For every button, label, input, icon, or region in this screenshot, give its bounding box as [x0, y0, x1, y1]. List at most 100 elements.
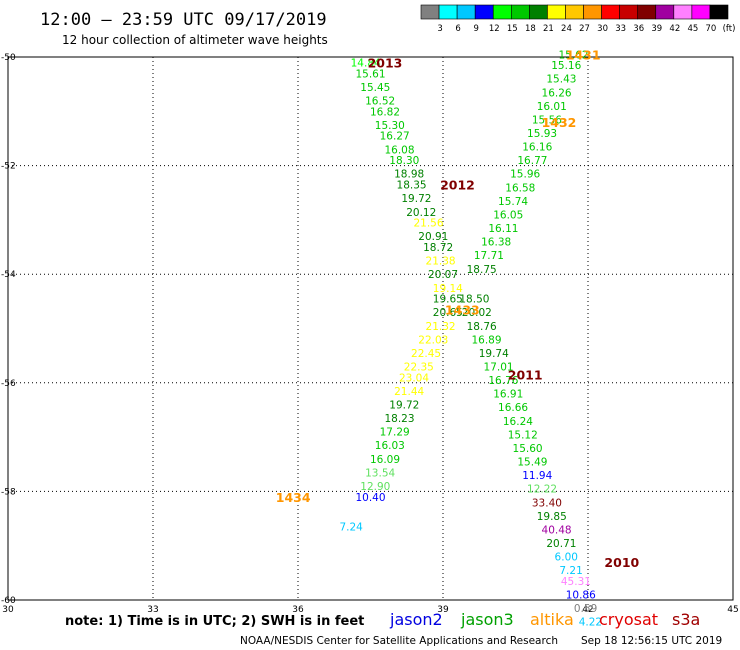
x-tick-label: 45	[727, 605, 738, 615]
scale-swatch	[691, 4, 711, 20]
swh-point: 18.30	[389, 155, 419, 167]
plot-frame	[7, 56, 734, 601]
scale-swatch	[637, 4, 657, 20]
swh-point: 4.22	[579, 617, 602, 629]
footer-note: note: 1) Time is in UTC; 2) SWH is in fe…	[65, 614, 364, 629]
footer-timestamp: Sep 18 12:56:15 UTC 2019	[581, 635, 722, 647]
scale-swatch	[673, 4, 693, 20]
swh-point: 16.11	[488, 223, 518, 235]
color-scale: 3 6 9 12 15 18 21 24 27 30 33 36 39 42 45 70 (ft)	[420, 4, 736, 34]
scale-label: 30	[597, 24, 608, 34]
swh-point: 18.35	[397, 180, 427, 192]
swh-point: 16.38	[481, 237, 511, 249]
swh-point: 0.59	[574, 603, 597, 615]
swh-point: 15.61	[355, 68, 385, 80]
swh-point: 12.22	[527, 484, 557, 496]
scale-swatch	[474, 4, 494, 20]
swh-point: 11.94	[522, 470, 552, 482]
swh-point: 22.45	[411, 348, 441, 360]
scale-label: 12	[489, 24, 500, 34]
swh-point: 10.86	[566, 590, 596, 602]
satellite-legend: jason2 jason3 altika cryosat s3a	[389, 610, 700, 629]
swh-point: 20.91	[418, 231, 448, 243]
swh-point: 15.60	[513, 443, 543, 455]
scale-label: 6	[455, 24, 460, 34]
x-tick-label: 30	[2, 605, 14, 615]
swh-point: 16.82	[370, 106, 400, 118]
swh-point: 16.16	[522, 142, 552, 154]
scale-label: (ft)	[723, 24, 736, 34]
swh-point: 17.29	[380, 427, 410, 439]
swh-point: 21.32	[426, 321, 456, 333]
swh-point: 16.09	[370, 454, 400, 466]
y-tick-label: -56	[1, 379, 16, 389]
swh-point: 16.01	[537, 101, 567, 113]
swh-point: 19.85	[537, 511, 567, 523]
x-tick-labels: 30 33 36 39 42 45	[2, 605, 738, 615]
swh-point: 16.77	[517, 155, 547, 167]
y-tick-label: -50	[1, 53, 16, 63]
swh-point: 22.03	[418, 334, 448, 346]
swh-point: 16.08	[384, 144, 414, 156]
scale-label: 33	[615, 24, 626, 34]
scale-label: 42	[669, 24, 680, 34]
scale-swatch	[510, 4, 530, 20]
swh-point: 19.74	[479, 348, 509, 360]
swh-point: 18.72	[423, 242, 453, 254]
swh-point: 18.50	[459, 294, 489, 306]
x-tick-label: 33	[147, 605, 158, 615]
scale-swatch	[583, 4, 602, 20]
satellite-legend-item: s3a	[672, 610, 700, 629]
swh-point: 22.35	[404, 362, 434, 374]
swh-point: 17.01	[484, 362, 514, 374]
swh-point: 18.76	[467, 321, 497, 333]
swh-point: 20.65	[433, 307, 463, 319]
time-label: 2012	[440, 178, 475, 193]
scale-swatch	[709, 4, 729, 20]
scale-label: 45	[687, 24, 698, 34]
plot-area: 30 33 36 39 42 45 -50-52-54-56-58-60 14.8415.…	[1, 47, 739, 628]
swh-point: 16.91	[493, 389, 523, 401]
satellite-legend-item: jason2	[389, 610, 443, 629]
swh-point: 15.16	[551, 60, 581, 72]
scale-swatch	[492, 4, 512, 20]
swh-point: 16.58	[505, 182, 535, 194]
footer-credit: NOAA/NESDIS Center for Satellite Applica…	[240, 635, 558, 647]
scale-swatch	[547, 4, 566, 20]
time-labels: 2013 2012 2011 2010 1431 1432 1433 1434	[276, 47, 640, 570]
swh-point: 16.26	[542, 87, 572, 99]
scale-swatch	[438, 4, 458, 20]
scale-swatch	[601, 4, 620, 20]
swh-point: 21.56	[413, 218, 443, 230]
scale-swatch	[655, 4, 675, 20]
scale-label: 3	[437, 24, 442, 34]
y-tick-labels: -50 -52 -54 -56 -58 -60	[1, 53, 16, 606]
satellite-legend-item: jason3	[460, 610, 514, 629]
swh-point: 15.74	[498, 196, 528, 208]
swh-point: 16.52	[365, 95, 395, 107]
swh-point: 20.71	[546, 538, 576, 550]
swh-point: 18.98	[394, 169, 424, 181]
swh-point: 15.62	[558, 49, 588, 61]
swh-point: 19.72	[389, 400, 419, 412]
swh-point: 15.45	[360, 82, 390, 94]
scale-label: 18	[525, 24, 536, 34]
scale-label: 39	[651, 24, 662, 34]
time-label: 1433	[445, 302, 480, 317]
swh-point: 18.23	[384, 413, 414, 425]
swh-point: 16.27	[380, 131, 410, 143]
time-label: 1432	[542, 115, 577, 130]
swh-point: 15.43	[546, 74, 576, 86]
swh-point: 15.12	[508, 429, 538, 441]
y-tick-label: -60	[1, 596, 16, 606]
time-label: 2013	[368, 55, 403, 70]
swh-point: 7.21	[559, 565, 582, 577]
scale-label: 70	[706, 24, 717, 34]
swh-point: 12.90	[360, 481, 390, 493]
x-tick-label: 39	[437, 605, 449, 615]
x-tick-label: 42	[582, 605, 593, 615]
grid-lines	[8, 57, 733, 600]
scale-swatch	[619, 4, 639, 20]
swh-point: 10.40	[355, 492, 385, 504]
